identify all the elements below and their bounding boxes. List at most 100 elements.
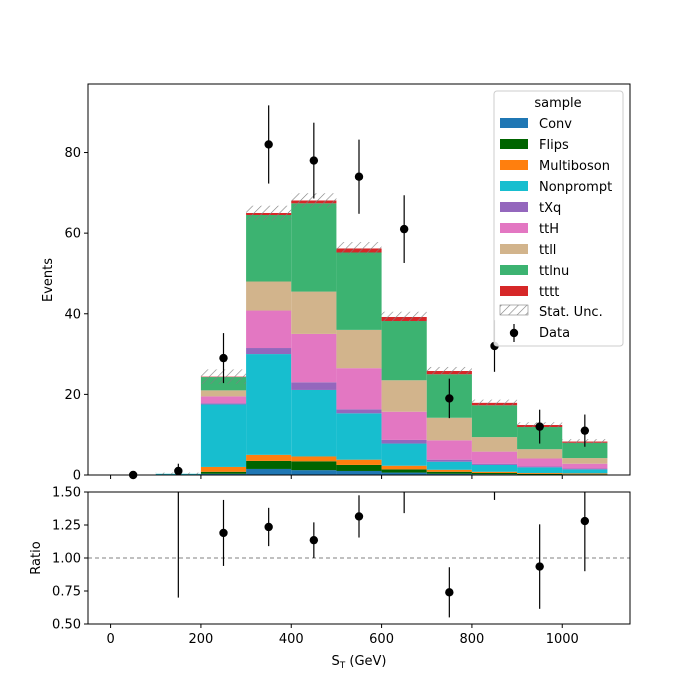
data-point [174, 466, 183, 476]
ratio-ytick-label: 0.50 [52, 618, 81, 633]
ratio-point [580, 516, 590, 526]
bar-conv [246, 468, 292, 475]
bar-conv [200, 473, 247, 475]
bar-multiboson [246, 454, 292, 461]
bar-ttll [426, 417, 472, 441]
bar-ttlnu [471, 405, 518, 438]
stat-unc-band [471, 399, 518, 407]
bar-tth [517, 458, 563, 467]
legend-stat-label: Stat. Unc. [539, 305, 603, 320]
xlabel-symbol: S [331, 654, 339, 669]
bar-nonprompt [562, 469, 608, 474]
bar-txq [517, 466, 563, 468]
legend-label-ttlnu: ttlnu [539, 264, 569, 279]
stat-unc-band [246, 205, 292, 221]
legend-swatch-multiboson [500, 160, 528, 170]
ratio-ytick-label: 1.25 [52, 519, 81, 534]
data-point [219, 353, 228, 363]
legend-label-ttll: ttll [539, 243, 556, 258]
bar-nonprompt [471, 464, 518, 472]
ratio-point [219, 528, 228, 538]
ratio-axes: 0.50 0.75 1.00 1.25 1.50 0 200 400 600 800 1000 [52, 486, 631, 647]
data-point [399, 224, 409, 234]
stat-unc-band [336, 242, 382, 255]
bar-txq [246, 348, 292, 355]
ratio-points [177, 492, 590, 618]
bar-flips [517, 473, 563, 475]
legend-label-flips: Flips [539, 138, 569, 153]
bar-multiboson [381, 465, 427, 470]
bar-tth [471, 451, 518, 464]
bar-txq [471, 463, 518, 465]
legend-label-nonprompt: Nonprompt [539, 180, 612, 195]
ratio-point [535, 562, 544, 571]
xlabel-subscript: T [339, 661, 346, 671]
bar-ttll [517, 449, 563, 459]
ratio-xtick-label: 600 [369, 632, 394, 647]
ratio-panel: 0.50 0.75 1.00 1.25 1.50 0 200 400 600 800 1000 Ra… [29, 486, 631, 671]
bar-flips [200, 471, 247, 474]
ratio-point [354, 512, 364, 521]
ratio-xtick-label: 400 [279, 632, 304, 647]
legend-title: sample [534, 96, 581, 111]
bar-multiboson [517, 472, 563, 474]
bar-nonprompt [291, 389, 337, 457]
bar-ttll [471, 437, 518, 452]
bar-multiboson [426, 469, 472, 472]
bar-ttll [336, 329, 382, 369]
bar-ttll [291, 291, 337, 334]
bar-tth [200, 396, 247, 404]
bar-flips [471, 472, 518, 475]
ratio-ytick-label: 0.75 [52, 585, 81, 600]
bar-ttll [381, 380, 427, 412]
data-point [580, 426, 590, 435]
bar-ttll [562, 458, 608, 464]
legend-label-multiboson: Multiboson [539, 159, 610, 174]
bar-txq [200, 403, 247, 405]
bar-txq [426, 459, 472, 462]
bar-tth [291, 333, 337, 383]
legend-swatch-conv [500, 118, 528, 128]
ratio-xtick-label: 1000 [546, 632, 579, 647]
legend-swatch-txq [500, 202, 528, 212]
ratio-point [309, 535, 319, 545]
data-points [128, 105, 590, 480]
bar-nonprompt [200, 404, 247, 467]
data-point [264, 140, 273, 149]
bar-multiboson [291, 456, 337, 462]
bar-conv [291, 470, 337, 475]
ratio-ytick-label: 1.50 [52, 486, 81, 501]
ratio-point [445, 588, 454, 597]
legend-swatch-flips [500, 139, 528, 149]
bar-multiboson [336, 459, 382, 465]
main-axes-frame [87, 83, 631, 476]
legend: sample Conv Flips Multiboson Nonprompt tXq tt… [493, 90, 624, 347]
legend-frame [493, 90, 624, 347]
legend-swatch-tttt [500, 286, 528, 296]
bar-ttlnu [381, 321, 427, 381]
ratio-xtick-label: 0 [106, 632, 114, 647]
bar-conv [381, 472, 427, 475]
legend-swatch-tth [500, 223, 528, 233]
data-point [354, 172, 364, 181]
ratio-xtick-label: 800 [460, 632, 485, 647]
bar-tth [562, 463, 608, 469]
stat-unc-band [381, 311, 427, 323]
bar-tth [381, 411, 427, 440]
main-ylabel: Events [41, 258, 56, 302]
stat-unc-band [426, 366, 472, 376]
ratio-point [264, 522, 273, 532]
legend-data-label: Data [539, 326, 570, 341]
bar-ttll [200, 390, 247, 397]
bar-nonprompt [426, 461, 472, 470]
bar-ttll [246, 281, 292, 311]
bar-ttlnu [291, 203, 337, 292]
legend-label-tth: ttH [539, 222, 559, 237]
legend-swatch-nonprompt [500, 181, 528, 191]
bar-flips [426, 471, 472, 474]
legend-swatch-ttlnu [500, 265, 528, 275]
main-ytick-label: 20 [64, 388, 81, 403]
legend-label-tttt: tttt [539, 285, 559, 300]
bar-ttlnu [246, 215, 292, 282]
